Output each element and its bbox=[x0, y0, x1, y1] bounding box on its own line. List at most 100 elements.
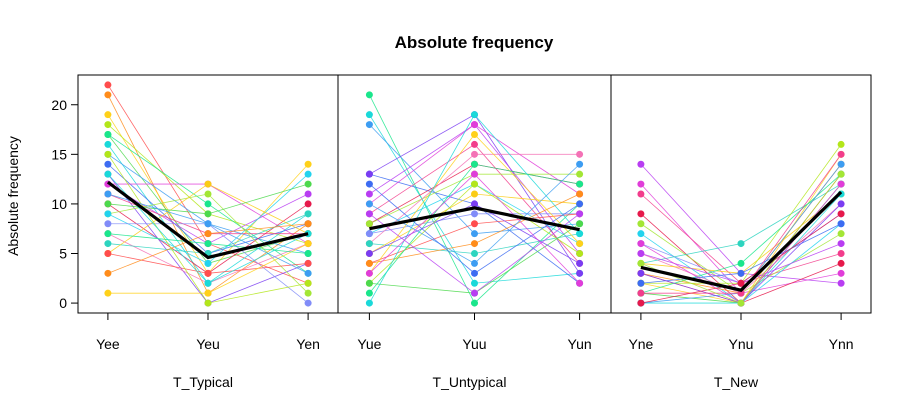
series-point bbox=[837, 160, 845, 168]
series-point bbox=[576, 259, 584, 267]
series-point bbox=[204, 269, 212, 277]
series-point bbox=[104, 91, 112, 99]
panel-label: T_New bbox=[714, 374, 759, 390]
series-point bbox=[837, 170, 845, 178]
series-point bbox=[576, 180, 584, 188]
series-point bbox=[104, 81, 112, 89]
series-point bbox=[204, 210, 212, 218]
y-tick-label: 10 bbox=[51, 196, 67, 212]
series-point bbox=[471, 180, 478, 188]
series-point bbox=[104, 111, 112, 119]
series-point bbox=[104, 160, 112, 168]
mean-line bbox=[640, 190, 843, 292]
series-point bbox=[365, 269, 373, 277]
series-point bbox=[637, 240, 645, 248]
x-tick-label: Ynn bbox=[829, 336, 854, 352]
series-point bbox=[576, 160, 584, 168]
series-point bbox=[837, 180, 845, 188]
series-point bbox=[576, 220, 584, 228]
series-point bbox=[104, 190, 112, 198]
series-point bbox=[204, 299, 212, 307]
series-point bbox=[365, 259, 373, 267]
series-point bbox=[204, 259, 212, 267]
series-point bbox=[304, 259, 312, 267]
series-point bbox=[576, 200, 584, 208]
panel-label: T_Untypical bbox=[433, 374, 507, 390]
series-point bbox=[837, 220, 845, 228]
series-point bbox=[471, 289, 478, 297]
series-point bbox=[637, 289, 645, 297]
panel-T_New: Yne Ynu Ynn T_New bbox=[610, 74, 872, 390]
series-point bbox=[637, 160, 645, 168]
series-point bbox=[204, 200, 212, 208]
series-point bbox=[471, 200, 478, 208]
series-point bbox=[637, 180, 645, 188]
series-point bbox=[576, 190, 584, 198]
series-point bbox=[365, 279, 373, 287]
series-point bbox=[365, 111, 373, 119]
series-point bbox=[837, 269, 845, 277]
series-point bbox=[104, 170, 112, 178]
y-axis-label: Absolute frequency bbox=[5, 136, 21, 256]
chart-title: Absolute frequency bbox=[395, 33, 554, 52]
series-point bbox=[365, 200, 373, 208]
series-point bbox=[104, 269, 112, 277]
x-tick-label: Yun bbox=[568, 336, 592, 352]
series-point bbox=[637, 250, 645, 257]
series-point bbox=[471, 250, 478, 257]
series-point bbox=[104, 121, 112, 129]
series-point bbox=[204, 190, 212, 198]
y-axis: 0 5 10 15 20 bbox=[51, 97, 79, 311]
series-point bbox=[637, 190, 645, 198]
series-point bbox=[471, 140, 478, 148]
series-point bbox=[637, 220, 645, 228]
series-point bbox=[365, 180, 373, 188]
series-point bbox=[837, 150, 845, 158]
series-point bbox=[304, 289, 312, 297]
series-point bbox=[365, 299, 373, 307]
series-point bbox=[737, 279, 745, 287]
series-point bbox=[204, 180, 212, 188]
series-point bbox=[304, 220, 312, 228]
series-point bbox=[204, 230, 212, 238]
series-point bbox=[104, 140, 112, 148]
series-point bbox=[365, 240, 373, 248]
series-point bbox=[304, 160, 312, 168]
x-tick-label: Yee bbox=[96, 336, 120, 352]
series-point bbox=[204, 279, 212, 287]
series-point bbox=[304, 190, 312, 198]
series-point bbox=[304, 240, 312, 248]
series-point bbox=[104, 230, 112, 238]
series-point bbox=[837, 200, 845, 208]
series-point bbox=[471, 299, 478, 307]
series-point bbox=[471, 111, 478, 119]
series-point bbox=[104, 220, 112, 228]
series-point bbox=[365, 170, 373, 178]
series-point bbox=[576, 269, 584, 277]
x-tick-label: Yeu bbox=[196, 336, 220, 352]
series-point bbox=[576, 210, 584, 218]
series-point bbox=[576, 230, 584, 238]
series-point bbox=[637, 230, 645, 238]
series-point bbox=[304, 200, 312, 208]
series-point bbox=[304, 279, 312, 287]
series-point bbox=[637, 269, 645, 277]
series-point bbox=[737, 269, 745, 277]
series-point bbox=[737, 299, 745, 307]
series-point bbox=[576, 240, 584, 248]
series-point bbox=[471, 190, 478, 198]
series-point bbox=[365, 220, 373, 228]
series-point bbox=[637, 210, 645, 218]
series-point bbox=[104, 131, 112, 138]
x-tick-label: Ynu bbox=[729, 336, 754, 352]
series-point bbox=[204, 289, 212, 297]
series-point bbox=[837, 259, 845, 267]
series-point bbox=[304, 250, 312, 257]
series-point bbox=[737, 240, 745, 248]
x-tick-label: Yuu bbox=[462, 336, 486, 352]
series-point bbox=[837, 250, 845, 257]
series-point bbox=[471, 210, 478, 218]
series-point bbox=[365, 250, 373, 257]
series-point bbox=[471, 279, 478, 287]
